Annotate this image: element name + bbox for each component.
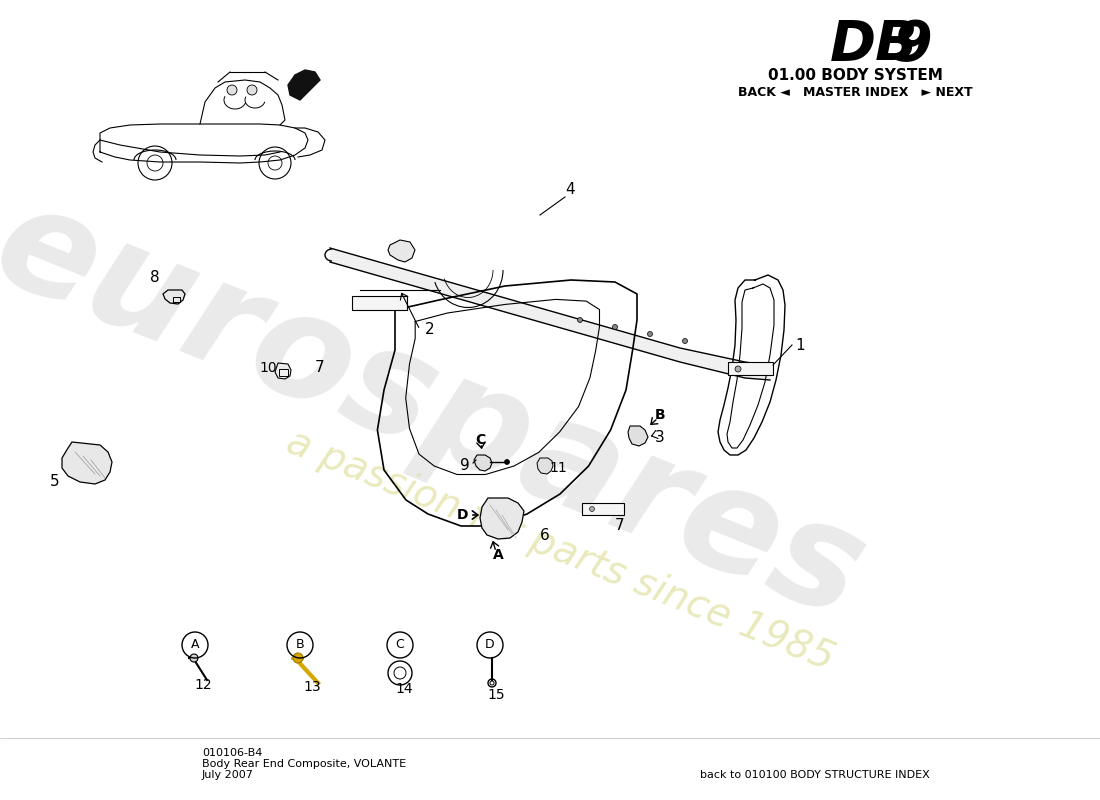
Circle shape (293, 653, 303, 663)
FancyBboxPatch shape (352, 296, 407, 310)
Text: 15: 15 (487, 688, 505, 702)
Text: 9: 9 (894, 18, 933, 72)
Text: back to 010100 BODY STRUCTURE INDEX: back to 010100 BODY STRUCTURE INDEX (700, 770, 930, 780)
FancyBboxPatch shape (582, 503, 624, 515)
Polygon shape (288, 70, 320, 100)
Text: eurospares: eurospares (0, 172, 884, 648)
Text: 10: 10 (260, 361, 277, 375)
Text: DB: DB (830, 18, 918, 72)
Circle shape (578, 318, 583, 322)
Text: July 2007: July 2007 (202, 770, 254, 780)
Polygon shape (628, 426, 648, 446)
Polygon shape (275, 363, 292, 379)
Text: A: A (190, 638, 199, 651)
Polygon shape (163, 290, 185, 304)
Text: D: D (485, 638, 495, 651)
Text: 7: 7 (615, 518, 625, 533)
Text: C: C (396, 638, 405, 651)
Circle shape (648, 331, 652, 337)
Circle shape (248, 85, 257, 95)
Text: D: D (456, 508, 468, 522)
Text: 5: 5 (51, 474, 59, 490)
Text: Body Rear End Composite, VOLANTE: Body Rear End Composite, VOLANTE (202, 759, 406, 769)
Polygon shape (388, 240, 415, 262)
Text: 1: 1 (795, 338, 805, 353)
Text: 13: 13 (304, 680, 321, 694)
Text: 4: 4 (565, 182, 575, 198)
Text: BACK ◄   MASTER INDEX   ► NEXT: BACK ◄ MASTER INDEX ► NEXT (738, 86, 972, 98)
Text: 6: 6 (540, 527, 550, 542)
Circle shape (613, 325, 617, 330)
Text: 2: 2 (426, 322, 434, 338)
Polygon shape (62, 442, 112, 484)
FancyBboxPatch shape (279, 369, 288, 376)
Circle shape (190, 654, 198, 662)
Circle shape (227, 85, 236, 95)
Circle shape (505, 459, 509, 465)
Text: 7: 7 (316, 361, 324, 375)
Text: A: A (493, 548, 504, 562)
Text: C: C (475, 433, 485, 447)
Text: 3: 3 (656, 430, 664, 446)
FancyBboxPatch shape (728, 362, 773, 375)
Text: B: B (296, 638, 305, 651)
Text: 8: 8 (151, 270, 160, 286)
Circle shape (682, 338, 688, 343)
Polygon shape (330, 248, 772, 380)
Text: 14: 14 (395, 682, 412, 696)
Text: 12: 12 (195, 678, 212, 692)
Polygon shape (537, 458, 553, 474)
Text: 9: 9 (460, 458, 470, 473)
Text: a passion for parts since 1985: a passion for parts since 1985 (280, 422, 839, 678)
Circle shape (590, 506, 594, 511)
Polygon shape (480, 498, 524, 539)
Polygon shape (474, 455, 492, 471)
Text: 11: 11 (549, 461, 566, 475)
Circle shape (735, 366, 741, 372)
Text: 010106-B4: 010106-B4 (202, 748, 263, 758)
Text: B: B (654, 408, 666, 422)
Text: 01.00 BODY SYSTEM: 01.00 BODY SYSTEM (768, 67, 943, 82)
